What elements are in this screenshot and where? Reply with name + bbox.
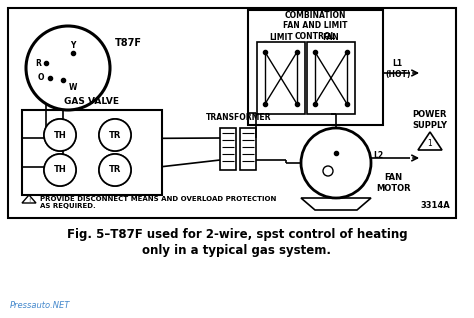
Text: FAN: FAN <box>323 32 339 42</box>
Polygon shape <box>301 198 371 210</box>
Polygon shape <box>22 195 36 203</box>
Text: 3314A: 3314A <box>420 201 450 210</box>
Bar <box>240 128 256 170</box>
Circle shape <box>44 154 76 186</box>
Text: LIMIT: LIMIT <box>269 32 293 42</box>
Text: only in a typical gas system.: only in a typical gas system. <box>143 244 331 257</box>
Circle shape <box>99 119 131 151</box>
Text: Pressauto.NET: Pressauto.NET <box>10 301 70 309</box>
Circle shape <box>99 154 131 186</box>
Text: L2: L2 <box>373 150 383 160</box>
Polygon shape <box>418 132 442 150</box>
Circle shape <box>301 128 371 198</box>
Text: L1
(HOT): L1 (HOT) <box>385 59 410 79</box>
Text: W: W <box>69 82 77 92</box>
Text: TR: TR <box>109 165 121 175</box>
Text: PROVIDE DISCONNECT MEANS AND OVERLOAD PROTECTION
AS REQUIRED.: PROVIDE DISCONNECT MEANS AND OVERLOAD PR… <box>40 196 276 209</box>
Circle shape <box>99 119 131 151</box>
Circle shape <box>44 119 76 151</box>
Bar <box>257 42 305 114</box>
Text: FAN
MOTOR: FAN MOTOR <box>376 173 410 193</box>
Bar <box>248 10 383 125</box>
Text: Y: Y <box>70 42 76 51</box>
Circle shape <box>323 166 333 176</box>
Text: TH: TH <box>54 165 66 175</box>
Text: R: R <box>35 59 41 67</box>
Bar <box>22 110 162 195</box>
Bar <box>220 128 236 170</box>
Text: 1: 1 <box>428 140 432 149</box>
Text: T87F: T87F <box>115 38 142 48</box>
Circle shape <box>44 119 76 151</box>
Circle shape <box>44 154 76 186</box>
Circle shape <box>99 154 131 186</box>
Text: COMBINATION
FAN AND LIMIT
CONTROL: COMBINATION FAN AND LIMIT CONTROL <box>283 11 348 41</box>
Text: TRANSFORMER: TRANSFORMER <box>206 114 272 122</box>
Text: TH: TH <box>54 130 66 140</box>
Text: GAS VALVE: GAS VALVE <box>64 98 119 107</box>
Text: TR: TR <box>109 130 121 140</box>
Text: POWER
SUPPLY: POWER SUPPLY <box>412 110 447 130</box>
Text: O: O <box>38 73 44 82</box>
Text: !: ! <box>28 197 30 203</box>
Circle shape <box>26 26 110 110</box>
Bar <box>307 42 355 114</box>
Text: Fig. 5–T87F used for 2-wire, spst control of heating: Fig. 5–T87F used for 2-wire, spst contro… <box>67 228 407 241</box>
Bar <box>8 8 456 218</box>
